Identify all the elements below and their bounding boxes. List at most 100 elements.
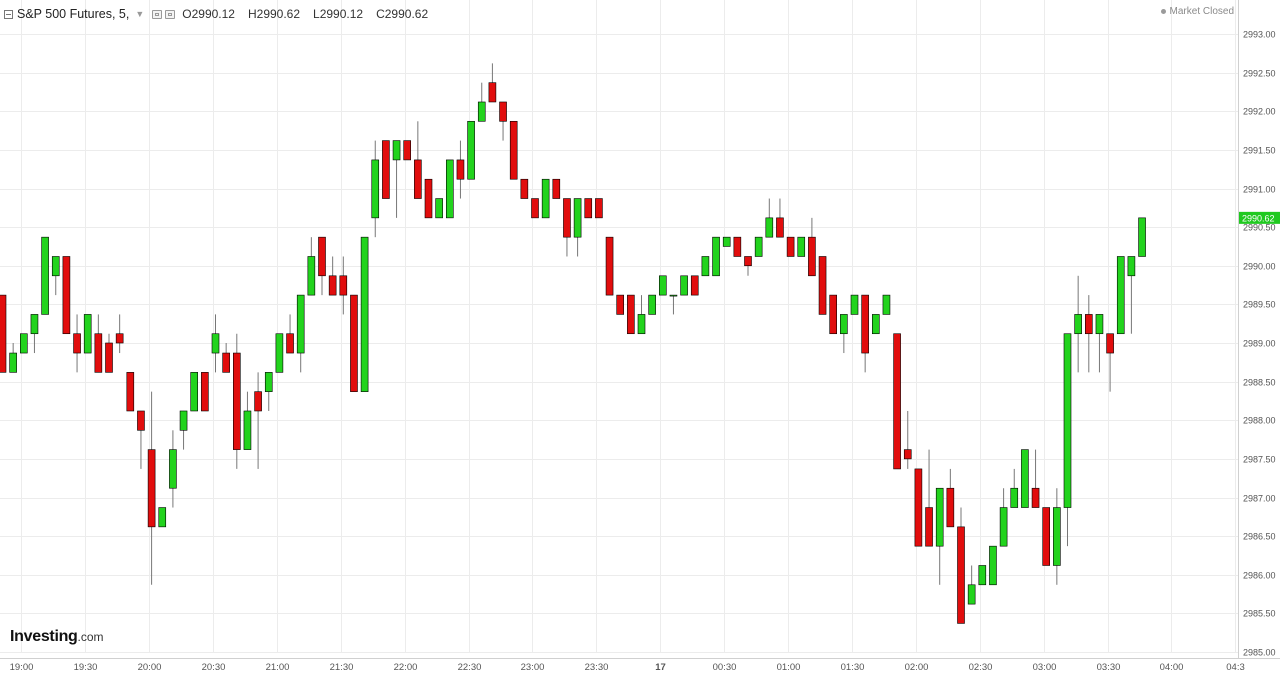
candle (776, 198, 784, 238)
x-tick-label: 04:3 (1226, 662, 1245, 673)
y-tick-label: 2985.50 (1243, 609, 1276, 619)
candle (296, 294, 305, 373)
candle (797, 236, 806, 257)
last-price-label: 2990.62 (1242, 213, 1275, 223)
candle-body (499, 101, 507, 122)
candle-body (531, 198, 539, 219)
candle-body (350, 294, 358, 392)
y-tick-label: 2990.00 (1243, 262, 1276, 272)
last-price-badge (1239, 211, 1280, 224)
candle-body (51, 256, 60, 277)
candle (222, 343, 230, 373)
low-value: L2990.12 (313, 7, 364, 21)
candle (467, 120, 475, 180)
candle (1095, 314, 1104, 373)
candle-body (424, 178, 433, 219)
candle (179, 410, 188, 450)
candle-body (1085, 314, 1093, 335)
x-tick-label: 20:00 (138, 662, 162, 673)
candle (328, 256, 337, 296)
candle-body (190, 372, 198, 412)
chart-header: S&P 500 Futures, 5, ▼ O2990.12 H2990.62 … (0, 4, 437, 24)
settings-toggle-icon[interactable] (152, 9, 163, 19)
candle-body (275, 333, 284, 373)
candle (1085, 295, 1093, 373)
candle-body (765, 217, 774, 238)
candle-body (573, 198, 582, 238)
candle (275, 333, 284, 373)
candle-body (233, 352, 241, 450)
x-tick-label: 21:00 (266, 662, 290, 673)
x-tick-label: 03:30 (1097, 662, 1121, 673)
candle (414, 121, 422, 199)
candle-body (1127, 256, 1136, 277)
candle-body (541, 178, 550, 219)
candles-layer (0, 63, 1146, 624)
candle (520, 178, 529, 199)
candle (999, 488, 1008, 547)
symbol-title[interactable]: S&P 500 Futures, 5, (17, 7, 130, 21)
candle (1127, 256, 1136, 334)
candle (754, 236, 763, 257)
collapse-icon[interactable] (4, 9, 13, 19)
candle-body (254, 391, 262, 412)
candle (893, 333, 901, 470)
candle-body (893, 333, 901, 470)
candle (733, 236, 742, 257)
candle (658, 275, 667, 296)
candle (957, 507, 965, 624)
candle (307, 237, 316, 296)
hide-legend-icon[interactable] (165, 9, 176, 19)
candle-body (648, 294, 656, 315)
candle (190, 372, 198, 412)
candle-body (264, 372, 273, 392)
candle-body (403, 140, 412, 161)
candle (861, 294, 869, 373)
candle-body (445, 159, 454, 219)
x-tick-label: 23:30 (585, 662, 609, 673)
candle (286, 314, 294, 354)
candle (818, 256, 827, 315)
candle (19, 333, 28, 354)
candle-body (701, 256, 710, 277)
candle (808, 217, 816, 277)
y-tick-label: 2986.00 (1243, 571, 1276, 581)
y-tick-label: 2992.00 (1243, 107, 1276, 117)
candle-body (509, 120, 518, 180)
candle-body (339, 275, 348, 296)
candle (169, 430, 177, 508)
candle (158, 507, 167, 528)
chevron-down-icon[interactable]: ▼ (135, 9, 145, 19)
candle (94, 314, 103, 373)
candle (371, 140, 380, 238)
candle (882, 294, 891, 315)
candle (243, 391, 252, 450)
candle (73, 314, 81, 373)
candle-body (744, 256, 752, 267)
candle-body (467, 120, 475, 180)
candle-body (83, 314, 92, 354)
candle-body (456, 159, 465, 180)
y-tick-label: 2985.00 (1243, 648, 1276, 658)
candle-body (946, 487, 955, 528)
candle-body (296, 294, 305, 354)
y-tick-label: 2989.50 (1243, 300, 1276, 310)
candle (541, 178, 550, 219)
candle-body (957, 526, 965, 624)
candle-body (360, 236, 369, 392)
candle-body (179, 410, 188, 431)
candle (552, 178, 561, 199)
candle (318, 236, 326, 296)
candle (1116, 256, 1125, 335)
candle-body (850, 294, 859, 315)
candle (211, 314, 220, 373)
candle (850, 294, 859, 315)
candle-body (414, 159, 422, 199)
candle (126, 372, 135, 412)
candle-body (861, 294, 869, 354)
candle-body (126, 372, 135, 412)
candle (233, 333, 241, 469)
x-tick-label: 02:30 (969, 662, 993, 673)
market-status: Market Closed (1160, 6, 1234, 17)
